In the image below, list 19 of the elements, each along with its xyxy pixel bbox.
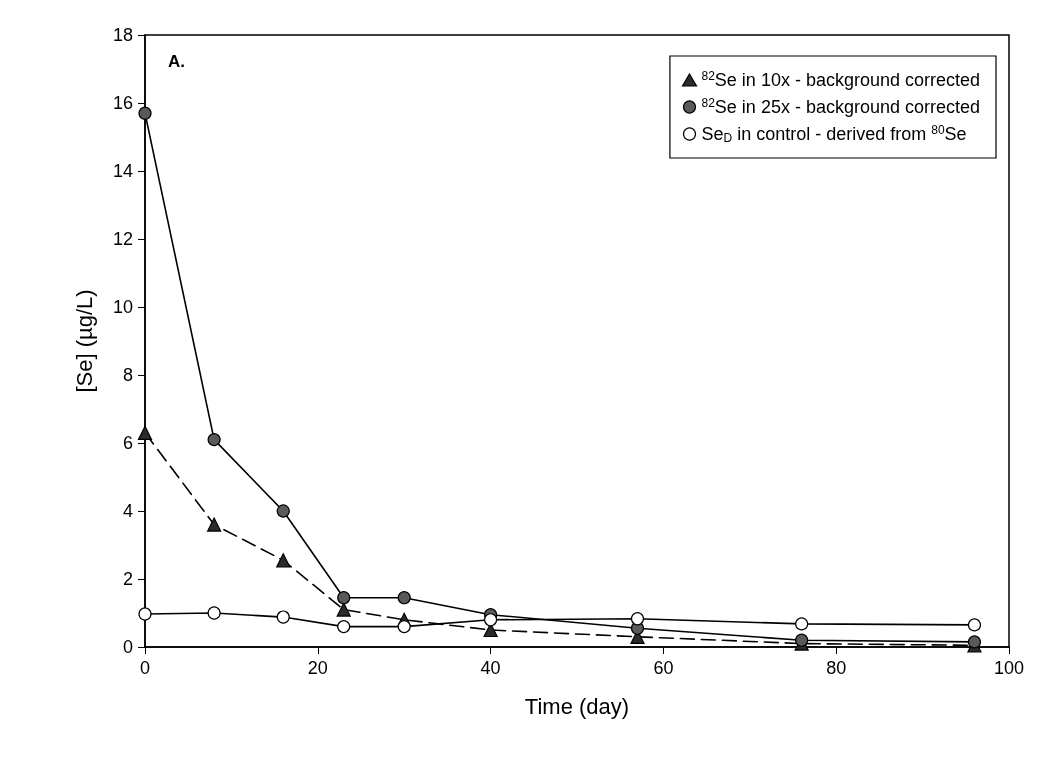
y-tick-label: 16 xyxy=(112,93,133,113)
x-tick-label: 60 xyxy=(653,658,674,678)
y-tick-label: 10 xyxy=(112,297,133,317)
y-tick-label: 14 xyxy=(112,161,133,181)
y-tick-label: 12 xyxy=(112,229,133,249)
x-tick-label: 80 xyxy=(826,658,847,678)
x-tick-label: 40 xyxy=(480,658,501,678)
y-tick-label: 0 xyxy=(122,637,133,657)
annotation: A. xyxy=(168,52,185,71)
y-tick-label: 18 xyxy=(112,25,133,45)
x-tick-label: 20 xyxy=(307,658,328,678)
y-tick-label: 8 xyxy=(122,365,133,385)
x-tick-label: 100 xyxy=(993,658,1025,678)
y-tick-label: 2 xyxy=(122,569,133,589)
y-axis-title: [Se] (µg/L) xyxy=(71,289,97,393)
y-tick-label: 4 xyxy=(122,501,133,521)
y-tick-label: 6 xyxy=(122,433,133,453)
x-tick-label: 0 xyxy=(139,658,151,678)
x-axis-title: Time (day) xyxy=(524,693,630,719)
